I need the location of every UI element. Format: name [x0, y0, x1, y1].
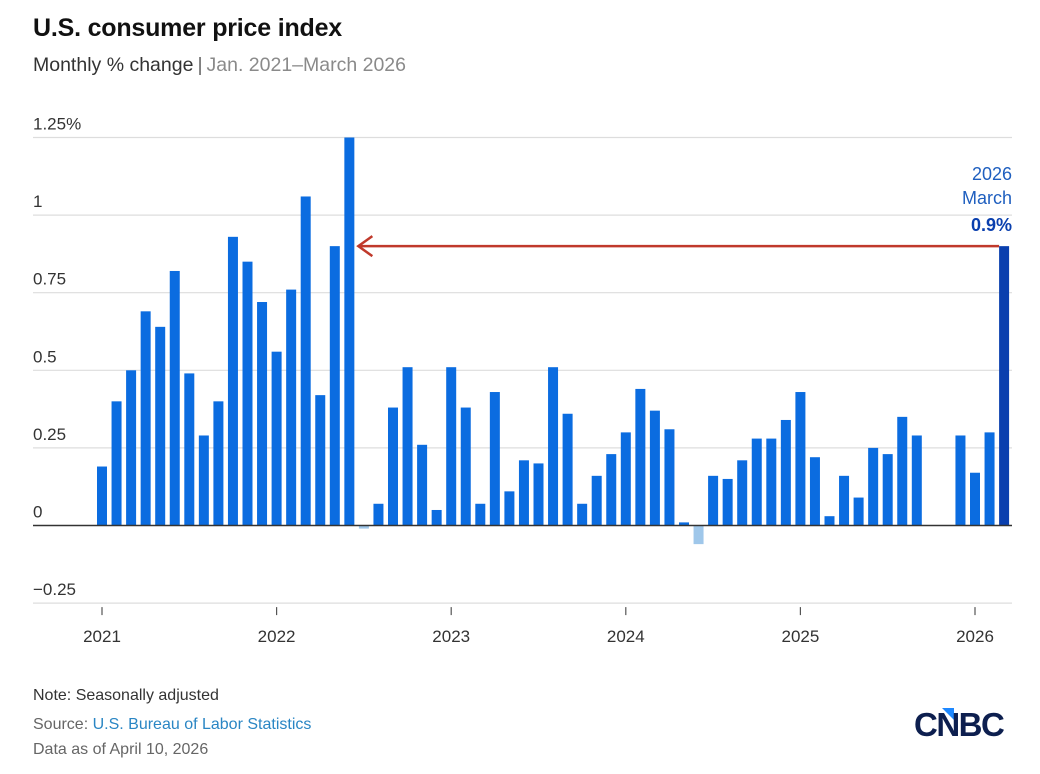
bar-2023-02 [460, 407, 471, 526]
bar-2025-09 [911, 435, 922, 526]
y-tick-label: 0.25 [33, 425, 66, 444]
x-tick-label: 2026 [956, 627, 994, 646]
bar-2025-02 [809, 457, 820, 526]
bar-2023-07 [533, 463, 544, 526]
bar-2023-03 [475, 503, 486, 526]
bar-2024-09 [737, 460, 748, 526]
bar-2024-03 [649, 410, 660, 526]
bar-2025-08 [897, 416, 908, 526]
bar-2021-11 [242, 261, 253, 526]
x-tick-label: 2022 [258, 627, 296, 646]
bar-2025-04 [839, 475, 850, 526]
bar-2021-06 [169, 270, 180, 526]
bar-2024-08 [722, 478, 733, 526]
bar-2026-03 [999, 246, 1010, 526]
footer-source: Source: U.S. Bureau of Labor Statistics [33, 716, 311, 734]
bar-2025-05 [853, 497, 864, 526]
bar-2023-01 [446, 367, 457, 526]
bar-2023-06 [518, 460, 529, 526]
bar-2021-02 [111, 401, 122, 526]
bar-2024-10 [751, 438, 762, 526]
bar-2025-06 [868, 447, 879, 526]
cnbc-logo: CNBC [914, 706, 1005, 740]
bar-2025-03 [824, 516, 835, 526]
source-label: Source: [33, 716, 93, 733]
y-tick-label: 0 [33, 503, 42, 522]
bar-2022-09 [388, 407, 398, 526]
chart-subtitle: Monthly % change | Jan. 2021–March 2026 [33, 54, 406, 77]
bar-2025-01 [795, 392, 806, 526]
cnbc-logo-text: CNBC [914, 706, 1004, 740]
subtitle-range: Jan. 2021–March 2026 [206, 54, 406, 76]
bar-2024-01 [620, 432, 631, 526]
gridlines [33, 136, 1012, 604]
y-tick-label: −0.25 [33, 580, 76, 599]
bar-2022-10 [402, 367, 413, 526]
bar-2022-08 [373, 503, 384, 526]
bar-2024-07 [708, 475, 719, 526]
bar-2021-01 [97, 466, 107, 526]
x-tick-label: 2023 [432, 627, 470, 646]
callout-year: 2026 [972, 164, 1012, 184]
source-link[interactable]: U.S. Bureau of Labor Statistics [92, 716, 312, 733]
bars [97, 137, 1010, 545]
bar-2023-04 [489, 392, 500, 526]
bar-2022-02 [286, 289, 297, 526]
bar-2022-01 [271, 351, 282, 526]
y-axis-labels: −0.25 0 0.25 0.5 0.75 1 1.25% [33, 115, 81, 600]
bar-2022-06 [344, 137, 355, 526]
highlight-callout: 2026 March 0.9% [962, 164, 1012, 235]
y-tick-label: 0.5 [33, 347, 57, 366]
bar-2024-11 [766, 438, 777, 526]
bar-2021-08 [198, 435, 209, 526]
x-tick-label: 2021 [83, 627, 121, 646]
bar-2021-10 [227, 236, 238, 526]
callout-month: March [962, 188, 1012, 208]
chart-title: U.S. consumer price index [33, 14, 342, 42]
bar-2023-08 [548, 367, 559, 526]
x-tick-label: 2025 [781, 627, 819, 646]
bar-2022-03 [300, 196, 311, 526]
bar-2022-07 [358, 525, 369, 529]
bar-2024-06 [693, 525, 704, 545]
bar-chart: −0.25 0 0.25 0.5 0.75 1 1.25% 2021 2022 2023 2024… [33, 115, 1012, 646]
x-axis: 2021 2022 2023 2024 2025 2026 [83, 607, 994, 646]
bar-2021-05 [155, 326, 166, 526]
y-tick-label: 1.25% [33, 115, 81, 134]
bar-2021-09 [213, 401, 224, 526]
arrow-head [356, 235, 374, 258]
bar-2025-07 [882, 454, 893, 526]
bar-2022-04 [315, 395, 326, 526]
bar-2023-10 [577, 503, 588, 526]
bar-2023-05 [504, 491, 515, 526]
bar-2021-07 [184, 373, 195, 526]
subtitle-separator: | [197, 54, 203, 76]
bar-2025-12 [955, 435, 966, 526]
subtitle-main: Monthly % change [33, 54, 194, 76]
bar-2026-02 [984, 432, 995, 526]
comparison-arrow [356, 235, 1000, 258]
footer-data-as-of: Data as of April 10, 2026 [33, 741, 209, 758]
bar-2024-02 [635, 388, 646, 526]
bar-2022-12 [431, 509, 442, 526]
y-tick-label: 0.75 [33, 270, 66, 289]
x-tick-label: 2024 [607, 627, 645, 646]
bar-2023-09 [562, 413, 573, 526]
cnbc-logo-accent [942, 708, 954, 720]
bar-2022-11 [417, 444, 428, 526]
bar-2023-11 [591, 475, 602, 526]
y-tick-label: 1 [33, 192, 42, 211]
bar-2026-01 [970, 472, 980, 526]
bar-2023-12 [606, 454, 617, 526]
bar-2021-04 [140, 311, 151, 526]
bar-2024-12 [780, 419, 791, 526]
bar-2022-05 [329, 246, 340, 526]
callout-value: 0.9% [971, 215, 1012, 235]
bar-2021-12 [257, 302, 268, 526]
footer-note: Note: Seasonally adjusted [33, 687, 219, 704]
bar-2024-05 [679, 522, 689, 526]
bar-2024-04 [664, 429, 675, 526]
bar-2021-03 [126, 370, 137, 526]
